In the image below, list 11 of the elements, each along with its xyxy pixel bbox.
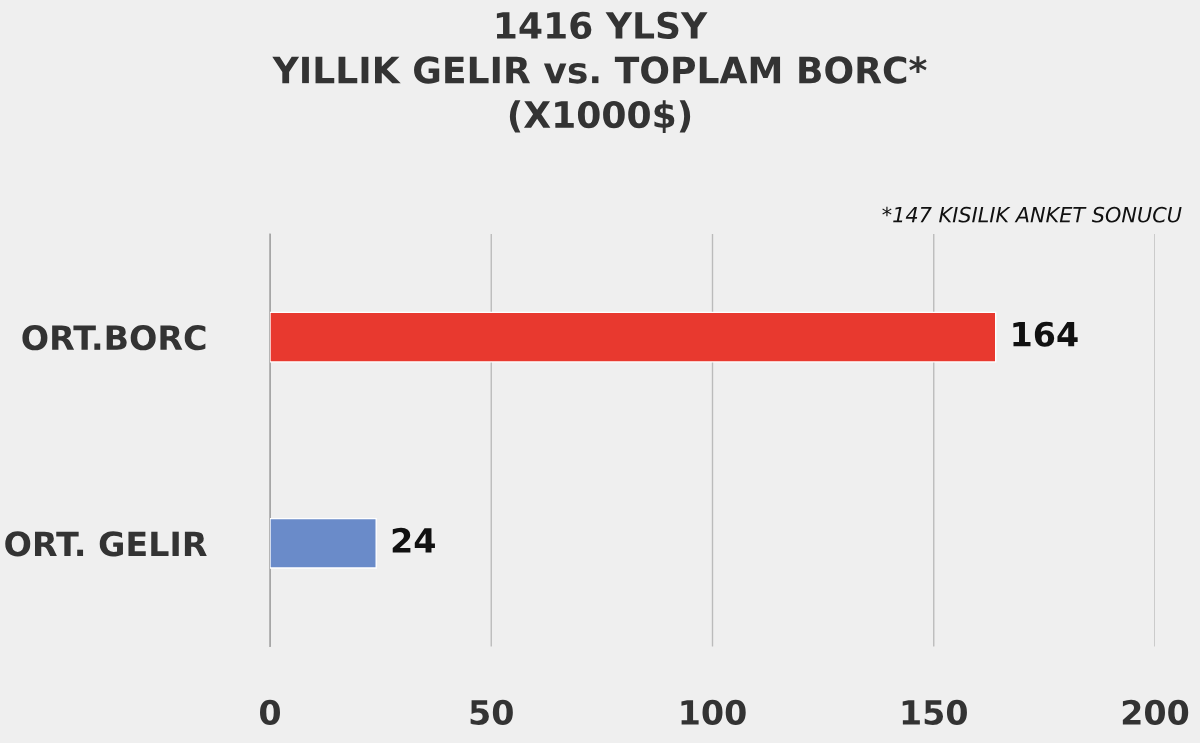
y-tick-label: ORT. GELIR <box>5 531 207 557</box>
x-tick-label: 200 <box>1122 699 1189 725</box>
data-label: 164 <box>1013 321 1078 347</box>
text: *147 KISILIK ANKET SONUCU <box>882 206 1182 223</box>
x-tick-label: 50 <box>470 699 513 725</box>
x-tick-label: 0 <box>260 699 280 725</box>
x-tick-label: 150 <box>902 699 967 725</box>
x-tick-label: 100 <box>681 699 746 725</box>
y-tick-label: ORT.BORC <box>22 325 206 351</box>
data-label: 24 <box>392 527 435 553</box>
chart-title: 1416 YLSY YILLIK GELIR vs. TOPLAM BORC* (X1000$) <box>272 11 927 133</box>
